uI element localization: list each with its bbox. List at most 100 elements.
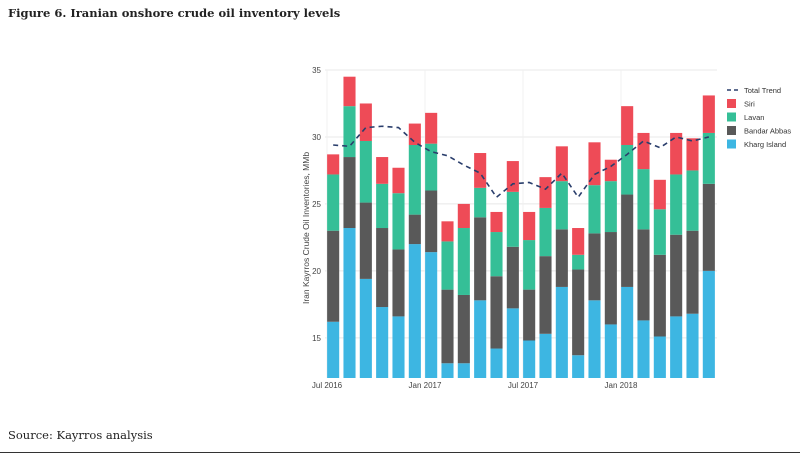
bar-segment-siri	[359, 103, 372, 141]
bar-segment-lavan	[637, 169, 650, 230]
bar-segment-lavan	[457, 228, 470, 295]
bar-segment-siri	[588, 142, 601, 186]
bar-segment-siri	[425, 112, 438, 144]
bar-segment-bandar-abbas	[457, 294, 470, 364]
bar-segment-lavan	[441, 241, 454, 290]
bar-segment-bandar-abbas	[376, 228, 389, 308]
bar-segment-bandar-abbas	[490, 276, 503, 349]
bar-segment-kharg-island	[457, 363, 470, 378]
bar-segment-siri	[621, 106, 634, 145]
bar-segment-lavan	[474, 187, 487, 218]
bar-segment-lavan	[408, 144, 421, 215]
source-note: Source: Kayrros analysis	[8, 428, 153, 442]
bar-segment-siri	[653, 179, 666, 210]
y-axis-label: Iran Kayrros Crude Oil Inventories, MMb	[301, 152, 311, 304]
legend-label: Lavan	[744, 113, 764, 122]
bar-segment-bandar-abbas	[637, 229, 650, 321]
bar-segment-siri	[408, 123, 421, 145]
x-tick-label: Jul 2017	[508, 381, 539, 390]
bar-segment-bandar-abbas	[572, 269, 585, 356]
bar-segment-kharg-island	[670, 316, 683, 378]
bar-segment-lavan	[343, 106, 356, 158]
bar-segment-bandar-abbas	[555, 229, 568, 287]
bar-segment-kharg-island	[588, 300, 601, 378]
legend-swatch-lavan	[727, 112, 736, 122]
bar-segment-siri	[686, 138, 699, 171]
bar-segment-siri	[572, 228, 585, 255]
bar-segment-bandar-abbas	[474, 217, 487, 301]
legend-label: Bandar Abbas	[744, 127, 791, 136]
bar-segment-bandar-abbas	[408, 214, 421, 245]
bar-segment-lavan	[702, 132, 715, 184]
bar-segment-bandar-abbas	[588, 233, 601, 301]
bar-segment-lavan	[572, 254, 585, 270]
bar-segment-kharg-island	[408, 244, 421, 378]
bar-segment-siri	[523, 211, 536, 241]
bar-segment-lavan	[392, 193, 405, 250]
bar-segment-kharg-island	[327, 321, 340, 378]
bar-segment-bandar-abbas	[359, 202, 372, 279]
bar-segment-kharg-island	[359, 278, 372, 378]
bar-segment-lavan	[425, 143, 438, 191]
legend: Total Trend Siri Lavan Bandar Abbas Kharg Is…	[727, 86, 791, 149]
bar-segment-bandar-abbas	[604, 232, 617, 325]
legend-swatch-bandar-abbas	[727, 126, 736, 135]
legend-label: Kharg Island	[744, 140, 786, 149]
bar-segment-bandar-abbas	[621, 194, 634, 287]
bar-segment-siri	[702, 95, 715, 133]
bar-segment-siri	[539, 177, 552, 208]
bar-segment-siri	[392, 167, 405, 194]
trend-line-group	[333, 125, 710, 199]
bar-segment-kharg-island	[686, 313, 699, 378]
bar-segment-lavan	[653, 209, 666, 255]
bar-segment-siri	[490, 211, 503, 233]
bar-segment-kharg-island	[604, 324, 617, 378]
bar-segment-bandar-abbas	[523, 289, 536, 341]
bar-segment-lavan	[604, 181, 617, 233]
bar-segment-bandar-abbas	[343, 157, 356, 229]
bar-segment-kharg-island	[572, 355, 585, 378]
inventory-chart: 15 20 25 30 35 Jul 2016 Jan 2017 Jul 2017 Jan 20…	[301, 66, 791, 390]
bar-segment-bandar-abbas	[327, 230, 340, 322]
bar-segment-lavan	[359, 140, 372, 203]
total-trend-line	[333, 125, 710, 199]
figure-title: Figure 6. Iranian onshore crude oil inve…	[8, 6, 341, 20]
bar-segment-kharg-island	[637, 320, 650, 378]
bar-segment-kharg-island	[474, 300, 487, 378]
bar-segment-lavan	[686, 170, 699, 231]
bar-segment-bandar-abbas	[653, 254, 666, 337]
bar-segment-bandar-abbas	[506, 246, 519, 309]
bar-segment-siri	[637, 132, 650, 170]
bar-segment-lavan	[327, 174, 340, 231]
legend-label: Siri	[744, 100, 755, 109]
legend-swatch-siri	[727, 99, 736, 108]
bar-segment-siri	[604, 159, 617, 182]
bar-segment-kharg-island	[506, 308, 519, 378]
bottom-rule	[0, 452, 800, 453]
bar-segment-siri	[327, 154, 340, 175]
y-tick-label: 35	[312, 66, 321, 75]
bar-segment-lavan	[539, 207, 552, 257]
bar-segment-siri	[343, 76, 356, 107]
bar-segment-kharg-island	[653, 336, 666, 378]
bar-segment-bandar-abbas	[539, 256, 552, 334]
bar-segment-siri	[506, 161, 519, 192]
bar-segment-siri	[670, 132, 683, 175]
y-tick-label: 20	[312, 267, 321, 276]
axes: 15 20 25 30 35 Jul 2016 Jan 2017 Jul 2017 Jan 20…	[312, 66, 638, 390]
bar-segment-lavan	[555, 181, 568, 230]
gridlines	[325, 69, 717, 378]
bar-segment-bandar-abbas	[441, 289, 454, 364]
bar-segment-bandar-abbas	[686, 230, 699, 314]
bar-segment-kharg-island	[343, 228, 356, 378]
bar-segment-kharg-island	[376, 307, 389, 378]
bar-segment-lavan	[670, 174, 683, 235]
bar-segment-lavan	[490, 232, 503, 277]
legend-label: Total Trend	[744, 86, 781, 95]
bar-segment-bandar-abbas	[425, 190, 438, 253]
bar-segment-lavan	[523, 240, 536, 290]
bar-segment-siri	[376, 157, 389, 184]
bar-segment-bandar-abbas	[670, 234, 683, 317]
bar-segment-kharg-island	[523, 340, 536, 378]
bar-segment-kharg-island	[621, 286, 634, 378]
